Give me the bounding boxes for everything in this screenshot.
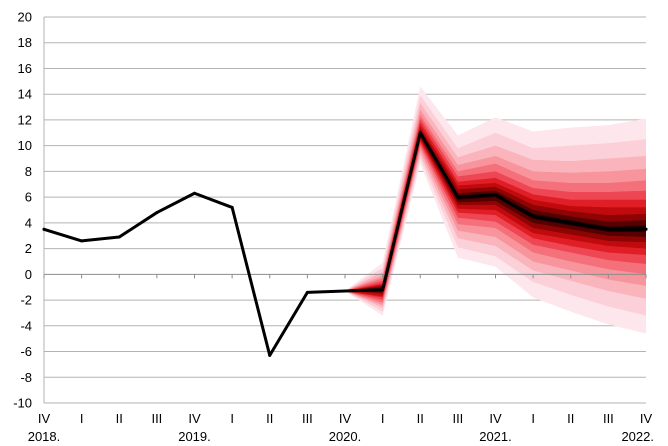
- x-tick-label: I: [80, 411, 84, 426]
- y-tick-label: -4: [20, 318, 32, 333]
- y-tick-label: 8: [25, 164, 32, 179]
- data-point: [644, 227, 648, 231]
- data-point: [42, 227, 46, 231]
- data-point: [155, 211, 159, 215]
- y-tick-label: 16: [18, 61, 32, 76]
- x-tick-label: I: [531, 411, 535, 426]
- year-label: 2019.: [178, 429, 211, 444]
- gridlines: [44, 16, 646, 404]
- data-point: [381, 288, 385, 292]
- data-point: [80, 239, 84, 243]
- data-point: [456, 195, 460, 199]
- x-tick-label: III: [151, 411, 162, 426]
- x-tick-label: II: [417, 411, 424, 426]
- year-label: 2020.: [329, 429, 362, 444]
- forecast-fan: [345, 86, 646, 334]
- data-point: [305, 290, 309, 294]
- x-tick-label: II: [116, 411, 123, 426]
- y-tick-label: -8: [20, 370, 32, 385]
- x-tick-label: II: [266, 411, 273, 426]
- x-tick-label: III: [603, 411, 614, 426]
- data-point: [193, 191, 196, 195]
- y-tick-label: 2: [25, 241, 32, 256]
- year-label: 2022.: [621, 429, 654, 444]
- y-axis-tick-labels: -10 -8 -6 -4 -2 0 2 4 6 8 10 12 14 16 18 20: [13, 10, 32, 411]
- y-tick-label: -10: [13, 396, 32, 411]
- fan-band: [345, 126, 646, 297]
- x-tick-label: I: [381, 411, 385, 426]
- y-tick-label: 10: [18, 138, 32, 153]
- data-point: [531, 214, 535, 218]
- y-tick-label: -2: [20, 293, 32, 308]
- y-tick-label: 20: [18, 10, 32, 25]
- data-point: [230, 205, 234, 209]
- x-tick-label: III: [452, 411, 463, 426]
- year-label: 2021.: [479, 429, 512, 444]
- y-tick-label: 6: [25, 190, 32, 205]
- x-tick-label: I: [230, 411, 234, 426]
- x-tick-label: IV: [188, 411, 201, 426]
- x-tick-label: IV: [339, 411, 352, 426]
- y-tick-label: 12: [18, 112, 32, 127]
- x-tick-label: IV: [640, 411, 653, 426]
- x-tick-label: IV: [38, 411, 51, 426]
- data-point: [343, 289, 347, 293]
- data-point: [268, 353, 272, 357]
- data-point: [117, 235, 121, 239]
- data-point: [569, 221, 573, 225]
- x-tick-label: II: [567, 411, 574, 426]
- year-label: 2018.: [28, 429, 61, 444]
- axes: [43, 17, 647, 403]
- x-tick-label: IV: [489, 411, 502, 426]
- data-point: [418, 131, 422, 135]
- y-tick-label: 0: [25, 267, 32, 282]
- y-tick-label: 18: [18, 35, 32, 50]
- data-point: [494, 193, 497, 197]
- data-point: [606, 227, 610, 231]
- y-tick-label: -6: [20, 344, 32, 359]
- y-tick-label: 4: [25, 215, 32, 230]
- x-tick-label: III: [302, 411, 313, 426]
- y-tick-label: 14: [18, 87, 32, 102]
- data-line-group: [42, 131, 648, 357]
